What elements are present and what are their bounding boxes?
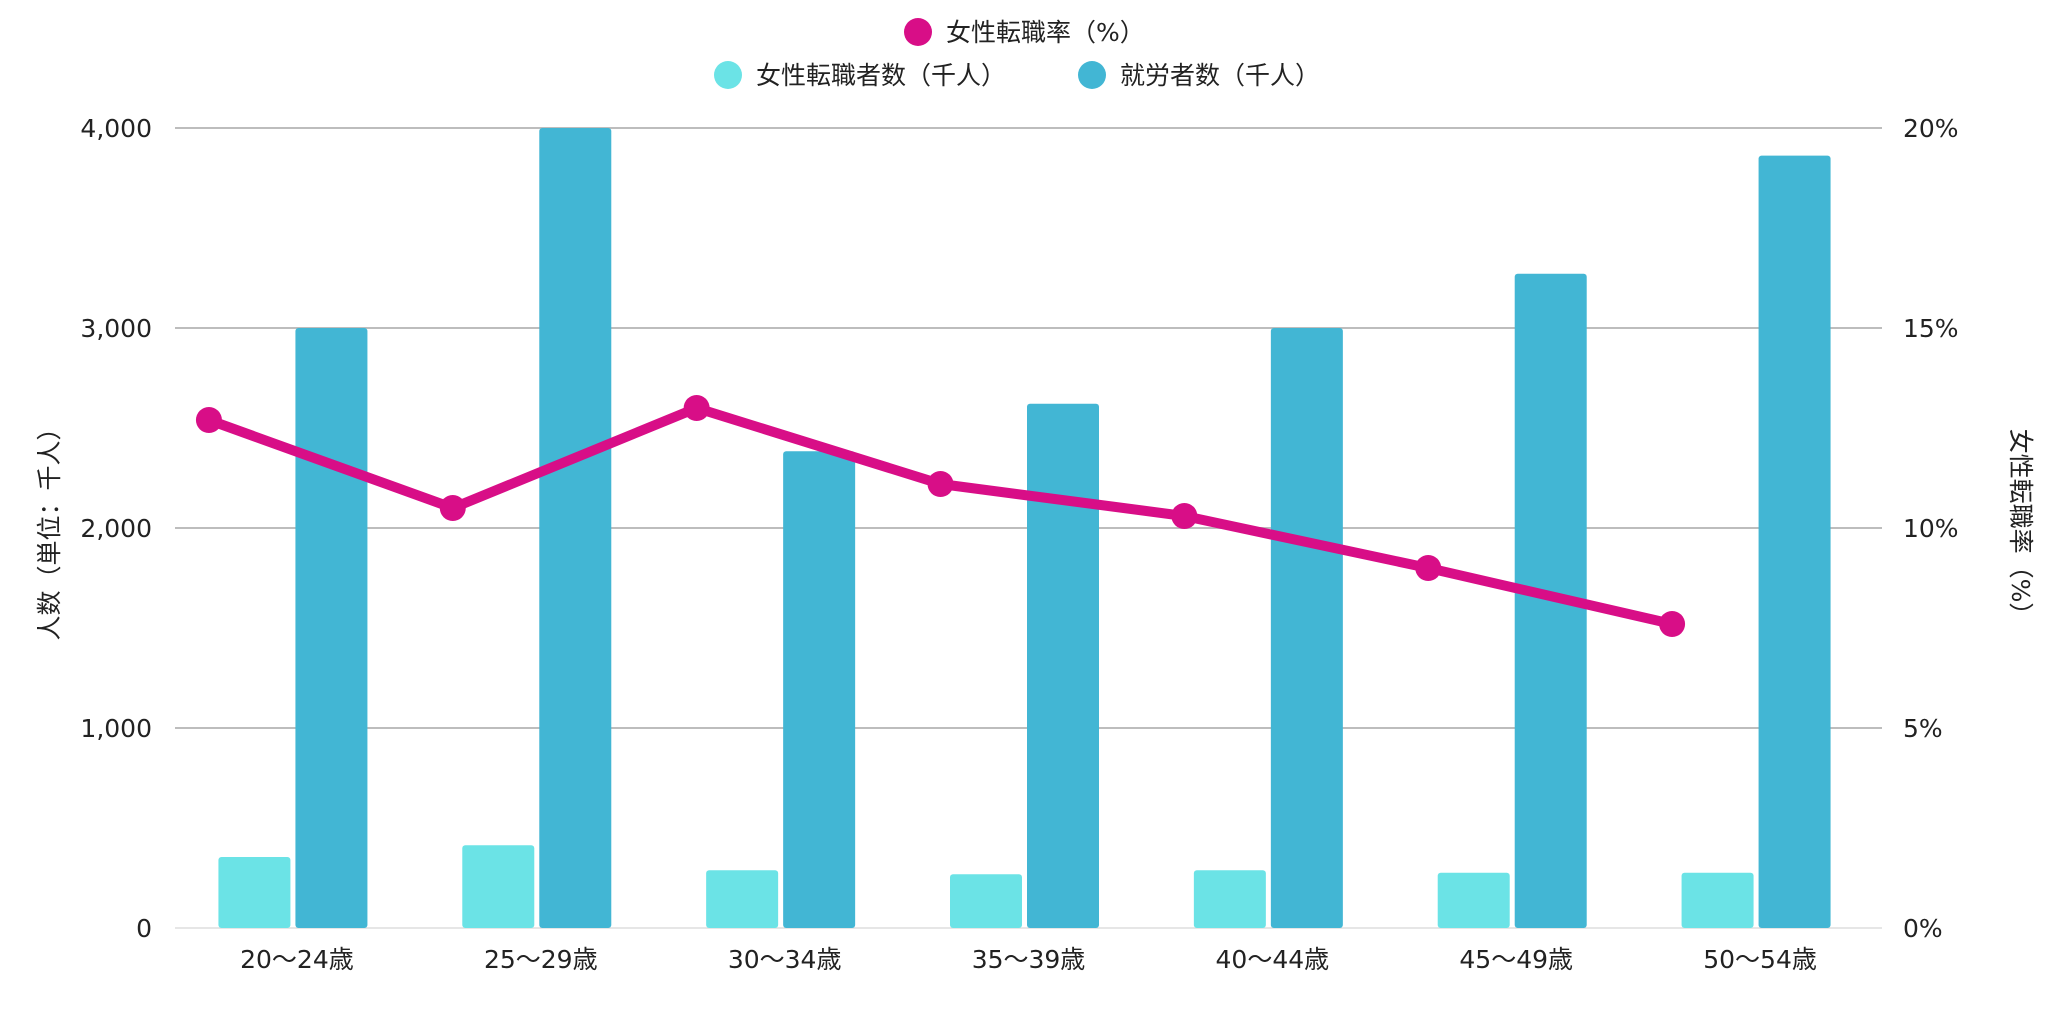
x-tick-label: 50〜54歳 <box>1703 945 1817 974</box>
rate-point <box>439 495 466 521</box>
y2-tick-label: 20% <box>1903 114 1959 143</box>
bar-female-job-changers <box>950 874 1022 928</box>
rate-line-path <box>207 403 1674 629</box>
x-tick-label: 30〜34歳 <box>728 945 842 974</box>
legend-marker-workers <box>1078 61 1106 89</box>
y2-tick-label: 10% <box>1903 514 1959 543</box>
legend-marker-female-job-changers <box>714 61 742 89</box>
bar-workers <box>1758 155 1831 929</box>
rate-point <box>927 471 954 497</box>
legend-label-rate: 女性転職率（%） <box>946 18 1145 47</box>
y2-tick-label: 0% <box>1903 914 1943 943</box>
rate-line <box>195 395 1686 637</box>
legend-marker-rate <box>904 18 932 46</box>
bar-female-job-changers <box>1437 872 1510 928</box>
bar-female-job-changers <box>1681 872 1754 928</box>
rate-point <box>1659 611 1686 637</box>
y-tick-label: 4,000 <box>80 114 152 143</box>
y-tick-label: 2,000 <box>80 514 152 543</box>
y2-axis-title: 女性転職率（%） <box>2006 429 2035 628</box>
rate-point <box>195 407 222 433</box>
bar-workers <box>783 451 856 928</box>
y-tick-label: 3,000 <box>80 314 152 343</box>
legend-label-workers: 就労者数（千人） <box>1120 61 1320 90</box>
bar-female-job-changers <box>706 870 779 928</box>
rate-point <box>1171 503 1198 529</box>
bars <box>218 128 1831 929</box>
bar-workers <box>295 328 368 928</box>
x-tick-label: 25〜29歳 <box>484 945 598 974</box>
bar-workers <box>539 128 612 928</box>
y2-tick-label: 15% <box>1903 314 1959 343</box>
bar-workers <box>1027 403 1099 928</box>
bar-female-job-changers <box>218 857 291 928</box>
x-tick-label: 35〜39歳 <box>972 945 1086 974</box>
x-tick-label: 20〜24歳 <box>240 945 354 974</box>
legend-label-female-job-changers: 女性転職者数（千人） <box>756 61 1006 90</box>
bar-female-job-changers <box>462 845 535 928</box>
axes: 0 1,000 2,000 3,000 4,000 0% 5% 10% 15% 20% 人数（単位：… <box>35 114 2035 974</box>
y-tick-label: 0 <box>136 914 152 943</box>
bar-female-job-changers <box>1193 870 1266 928</box>
y-tick-label: 1,000 <box>80 714 152 743</box>
rate-point <box>1415 555 1442 581</box>
y2-tick-label: 5% <box>1903 714 1943 743</box>
rate-point <box>683 395 710 421</box>
x-tick-label: 40〜44歳 <box>1216 945 1330 974</box>
bar-workers <box>1270 328 1343 928</box>
legend: 女性転職率（%） 女性転職者数（千人） 就労者数（千人） <box>714 18 1320 90</box>
x-tick-label: 45〜49歳 <box>1459 945 1573 974</box>
y-axis-title: 人数（単位：千人） <box>35 415 64 640</box>
